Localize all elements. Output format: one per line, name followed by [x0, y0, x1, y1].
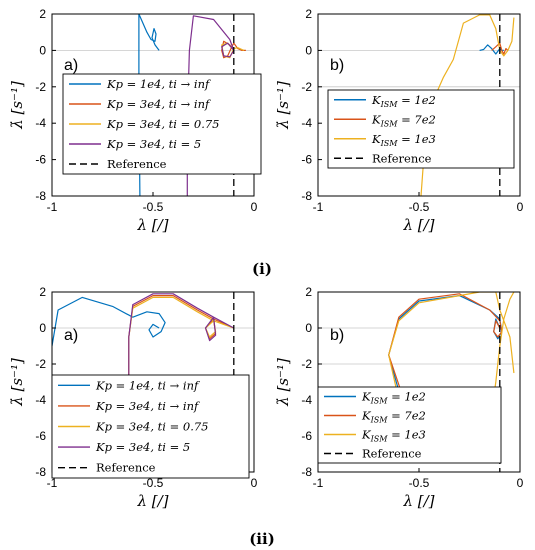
legend-label: Reference — [107, 157, 167, 171]
series-line-2 — [491, 42, 509, 55]
caption-ii: (ii) — [249, 530, 275, 548]
y-tick-label: -2 — [301, 80, 312, 94]
x-axis-label: λ [/] — [136, 492, 168, 510]
y-tick-label: 0 — [39, 43, 46, 57]
panel-letter: a) — [64, 327, 78, 344]
legend-label: Kp = 3e4, ti = 0.75 — [106, 117, 220, 131]
y-axis-label: λ̇ [s⁻¹] — [8, 358, 26, 407]
legend-label: Kp = 1e4, ti → inf — [95, 378, 200, 392]
y-tick-label: -8 — [35, 465, 46, 479]
y-tick-label: -8 — [301, 189, 312, 203]
y-tick-label: -4 — [301, 116, 312, 130]
legend-label: Kp = 3e4, ti → inf — [95, 399, 200, 413]
series-line-1 — [138, 14, 160, 196]
x-tick-label: -1 — [313, 476, 324, 490]
y-axis-label: λ̇ [s⁻¹] — [274, 358, 292, 407]
legend-label: Reference — [372, 151, 432, 165]
x-tick-label: 0 — [517, 200, 524, 214]
x-tick-label: -0.5 — [143, 476, 164, 490]
legend-label: Reference — [96, 461, 156, 475]
y-tick-label: -6 — [35, 153, 46, 167]
y-tick-label: -8 — [301, 465, 312, 479]
x-axis-label: λ [/] — [136, 216, 168, 234]
x-axis-label: λ [/] — [402, 492, 434, 510]
x-tick-label: -1 — [47, 476, 58, 490]
y-tick-label: -4 — [301, 393, 312, 407]
series-line-2 — [128, 295, 235, 388]
series-line-4 — [186, 15, 235, 196]
y-tick-label: -6 — [35, 429, 46, 443]
series-line-1 — [52, 296, 166, 347]
y-tick-label: 2 — [305, 285, 312, 299]
x-tick-label: 0 — [517, 476, 524, 490]
x-tick-label: -0.5 — [143, 200, 164, 214]
caption-i: (i) — [252, 260, 272, 278]
legend-label: Reference — [362, 447, 422, 461]
x-axis-label: λ [/] — [402, 216, 434, 234]
panel-letter: a) — [64, 57, 78, 74]
panel-letter: b) — [330, 57, 344, 74]
legend-label: Kp = 3e4, ti = 5 — [106, 137, 201, 151]
y-tick-label: -4 — [35, 393, 46, 407]
series-line-3 — [128, 296, 235, 388]
panel-letter: b) — [330, 327, 344, 344]
y-tick-label: -6 — [301, 153, 312, 167]
y-axis-label: λ̇ [s⁻¹] — [8, 81, 26, 130]
legend-box — [317, 386, 502, 464]
y-axis-label: λ̇ [s⁻¹] — [274, 81, 292, 130]
x-tick-label: -0.5 — [409, 200, 430, 214]
legend-label: Kp = 3e4, ti = 0.75 — [95, 420, 209, 434]
series-line-4 — [128, 293, 235, 388]
y-tick-label: 0 — [305, 321, 312, 335]
x-tick-label: 0 — [251, 476, 258, 490]
legend-label: KISM = 1e3 — [371, 132, 436, 148]
y-tick-label: 2 — [305, 7, 312, 21]
y-tick-label: 0 — [39, 321, 46, 335]
x-tick-label: -1 — [313, 200, 324, 214]
x-tick-label: 0 — [251, 200, 258, 214]
y-tick-label: -4 — [35, 116, 46, 130]
y-tick-label: -2 — [301, 357, 312, 371]
legend-label: Kp = 3e4, ti → inf — [106, 97, 211, 111]
legend-label: Kp = 1e4, ti → inf — [106, 77, 211, 91]
y-tick-label: 2 — [39, 285, 46, 299]
y-tick-label: 0 — [305, 43, 312, 57]
legend-label: Kp = 3e4, ti = 5 — [95, 440, 190, 454]
legend-box — [327, 89, 515, 169]
legend-label: KISM = 7e2 — [371, 112, 436, 128]
y-tick-label: -2 — [35, 80, 46, 94]
x-tick-label: -0.5 — [409, 476, 430, 490]
legend-label: KISM = 1e2 — [371, 93, 436, 109]
y-tick-label: -6 — [301, 429, 312, 443]
y-tick-label: -2 — [35, 357, 46, 371]
y-tick-label: 2 — [39, 7, 46, 21]
y-tick-label: -8 — [35, 189, 46, 203]
legend-label: KISM = 7e2 — [361, 409, 426, 425]
legend-label: KISM = 1e3 — [361, 428, 426, 444]
x-tick-label: -1 — [47, 200, 58, 214]
legend-label: KISM = 1e2 — [361, 390, 426, 406]
